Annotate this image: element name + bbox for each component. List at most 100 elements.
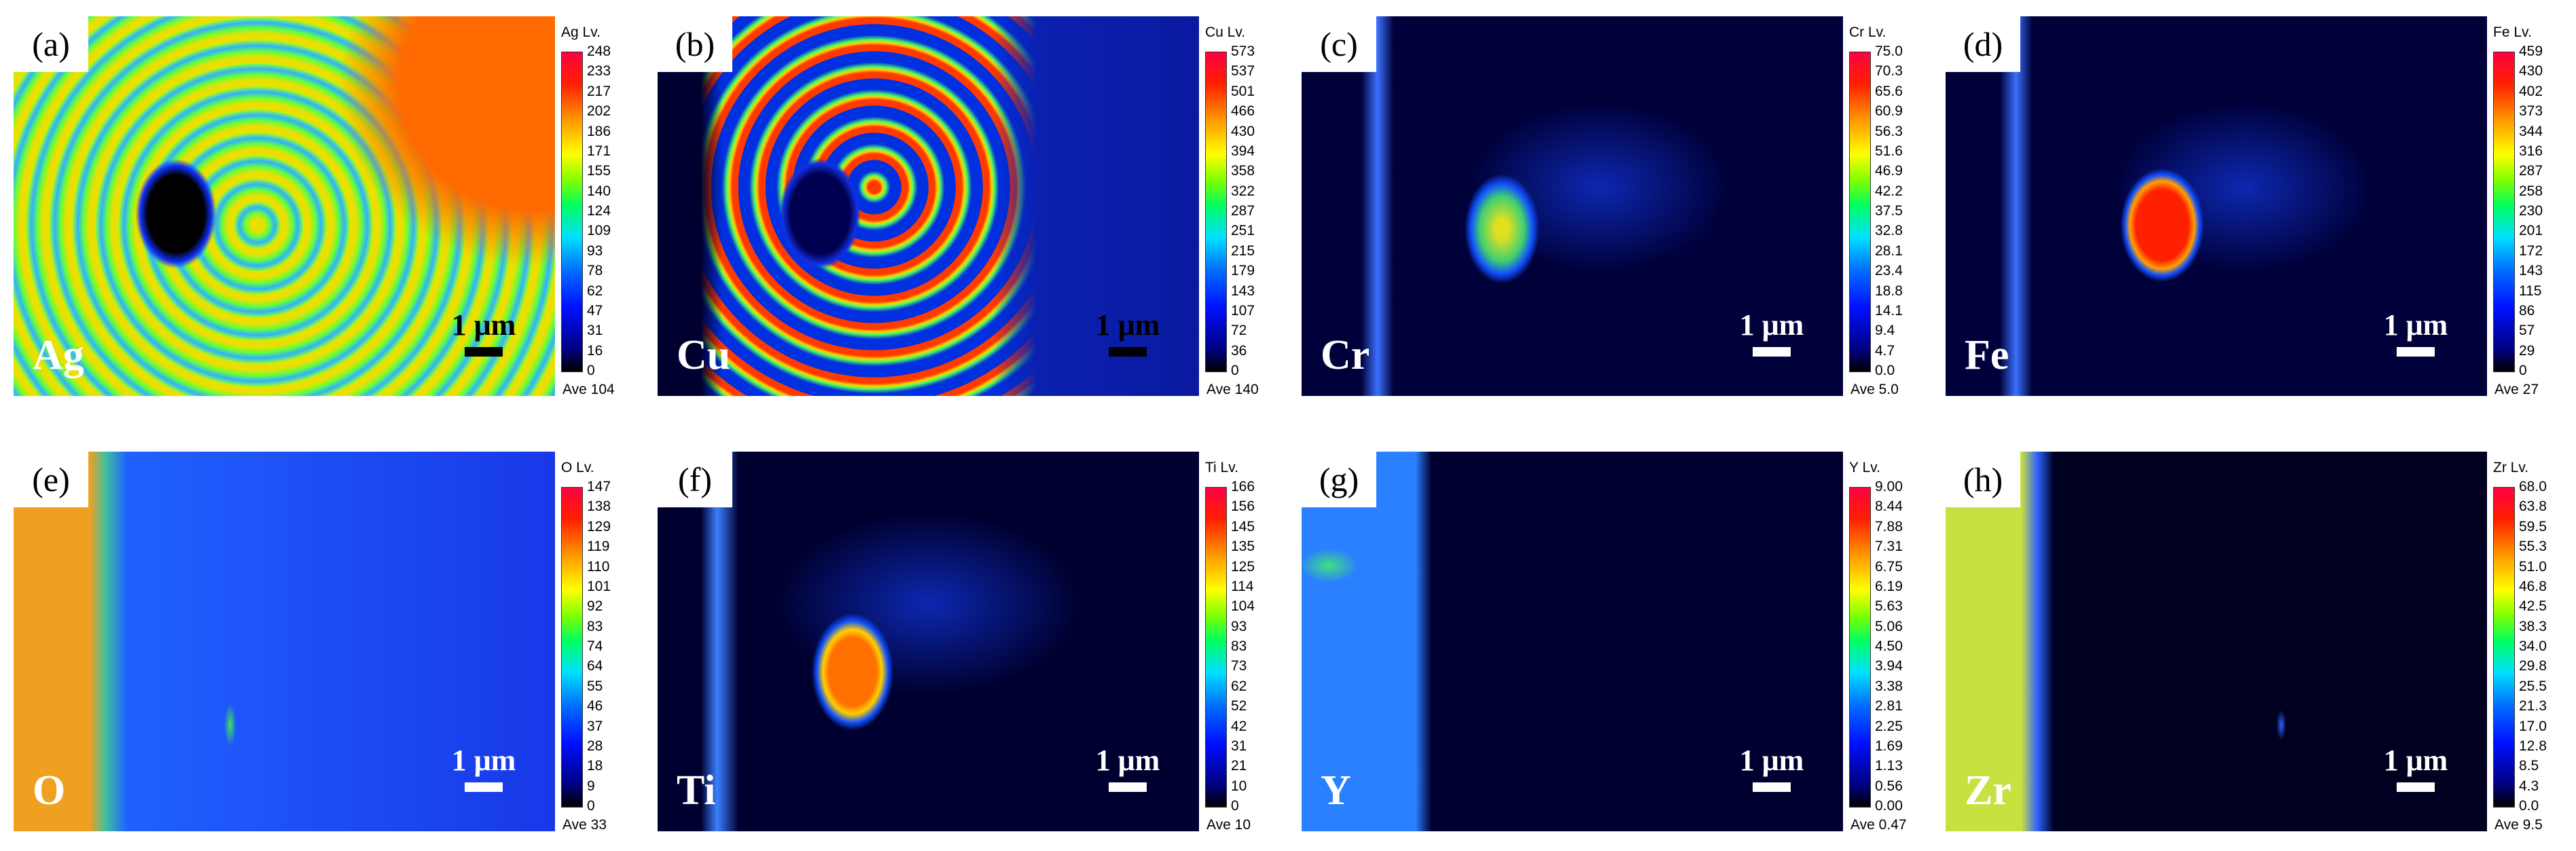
average-label: Ave 9.5	[2494, 817, 2543, 833]
colorbar-level: 62	[1231, 678, 1247, 694]
scale-label: 1 μm	[2383, 308, 2448, 342]
colorbar-level: 16	[587, 342, 603, 359]
colorbar-level: 29.8	[2519, 658, 2547, 674]
colorbar-level: 47	[587, 302, 603, 319]
colorbar-level: 8.5	[2519, 758, 2539, 774]
colorbar-level: 344	[2519, 123, 2543, 139]
colorbar-level: 6.75	[1875, 558, 1903, 575]
colorbar-level: 172	[2519, 242, 2543, 259]
colorbar-level: 46.8	[2519, 578, 2547, 594]
element-label: Cr	[1321, 332, 1370, 378]
colorbar-level: 233	[587, 63, 611, 79]
colorbar-level: 70.3	[1875, 63, 1903, 79]
scale-label: 1 μm	[2383, 744, 2448, 777]
colorbar-level: 373	[2519, 103, 2543, 120]
colorbar-level: 5.63	[1875, 598, 1903, 615]
colorbar-level: 72	[1231, 323, 1247, 339]
colorbar	[1205, 52, 1227, 372]
colorbar-level: 179	[1231, 263, 1255, 279]
colorbar-level: 31	[1231, 738, 1247, 754]
colorbar-level: 7.31	[1875, 539, 1903, 555]
average-label: Ave 5.0	[1850, 382, 1899, 397]
colorbar-level: 9.00	[1875, 479, 1903, 494]
colorbar-level: 18	[587, 758, 603, 774]
element-label: Fe	[1965, 332, 2009, 378]
colorbar-level: 430	[1231, 123, 1255, 139]
colorbar-level: 57	[2519, 323, 2535, 339]
colorbar-level: 9.4	[1875, 323, 1895, 339]
colorbar-level: 138	[587, 499, 611, 515]
map-image	[14, 452, 555, 831]
colorbar-level: 287	[1231, 203, 1255, 219]
colorbar-level: 186	[587, 123, 611, 139]
colorbar-title: Fe Lv.	[2493, 24, 2532, 40]
colorbar-level: 0	[1231, 798, 1239, 814]
colorbar-level: 9	[587, 778, 595, 794]
colorbar-level: 68.0	[2519, 479, 2547, 494]
average-label: Ave 104	[562, 382, 615, 397]
colorbar-title: Cu Lv.	[1205, 24, 1246, 40]
colorbar-level: 62	[587, 283, 603, 299]
colorbar-level: 143	[2519, 263, 2543, 279]
colorbar-level: 0	[587, 798, 595, 814]
average-label: Ave 0.47	[1850, 817, 1907, 833]
map-image	[1302, 16, 1843, 396]
colorbar-level: 430	[2519, 63, 2543, 79]
colorbar-level: 258	[2519, 183, 2543, 199]
colorbar-level: 34.0	[2519, 638, 2547, 654]
colorbar-level: 124	[587, 203, 611, 219]
colorbar-level: 155	[587, 163, 611, 179]
scale-label: 1 μm	[1095, 744, 1160, 777]
colorbar-level: 83	[587, 618, 603, 634]
colorbar-level: 25.5	[2519, 678, 2547, 694]
colorbar-level: 230	[2519, 203, 2543, 219]
colorbar-level: 74	[587, 638, 603, 654]
colorbar-level: 52	[1231, 698, 1247, 714]
scale-bar	[465, 782, 503, 792]
colorbar-level: 42	[1231, 718, 1247, 734]
map-image	[14, 16, 555, 396]
colorbar-level: 14.1	[1875, 302, 1903, 319]
colorbar-level: 3.38	[1875, 678, 1903, 694]
colorbar-level: 18.8	[1875, 283, 1903, 299]
colorbar-level: 145	[1231, 518, 1255, 535]
colorbar-title: Cr Lv.	[1849, 24, 1886, 40]
colorbar-level: 64	[587, 658, 603, 674]
colorbar-title: Y Lv.	[1849, 460, 1880, 475]
colorbar-level: 8.44	[1875, 499, 1903, 515]
average-label: Ave 27	[2494, 382, 2539, 397]
colorbar-level: 573	[1231, 43, 1255, 59]
colorbar-level: 140	[587, 183, 611, 199]
colorbar-level: 78	[587, 263, 603, 279]
colorbar-title: O Lv.	[561, 460, 594, 475]
element-label: Ti	[677, 767, 716, 814]
average-label: Ave 140	[1206, 382, 1259, 397]
map-image	[658, 16, 1199, 396]
colorbar-level: 4.50	[1875, 638, 1903, 654]
colorbar-level: 46.9	[1875, 163, 1903, 179]
scale-bar	[1109, 347, 1147, 357]
colorbar	[1849, 487, 1871, 808]
colorbar-level: 143	[1231, 283, 1255, 299]
scale-label: 1 μm	[1739, 744, 1804, 777]
colorbar-level: 28	[587, 738, 603, 754]
colorbar-level: 21.3	[2519, 698, 2547, 714]
colorbar-level: 46	[587, 698, 603, 714]
colorbar-level: 7.88	[1875, 518, 1903, 535]
colorbar-level: 10	[1231, 778, 1247, 794]
element-label: O	[33, 767, 66, 814]
colorbar-level: 0.00	[1875, 798, 1903, 814]
colorbar-level: 37.5	[1875, 203, 1903, 219]
colorbar-level: 93	[1231, 618, 1247, 634]
colorbar-level: 59.5	[2519, 518, 2547, 535]
colorbar-level: 0.56	[1875, 778, 1903, 794]
colorbar-level: 73	[1231, 658, 1247, 674]
colorbar	[1205, 487, 1227, 808]
colorbar-title: Ag Lv.	[561, 24, 601, 40]
colorbar-title: Zr Lv.	[2493, 460, 2529, 475]
colorbar	[561, 487, 583, 808]
colorbar-level: 0	[587, 363, 595, 378]
colorbar-level: 316	[2519, 143, 2543, 159]
scale-bar	[2397, 782, 2435, 792]
